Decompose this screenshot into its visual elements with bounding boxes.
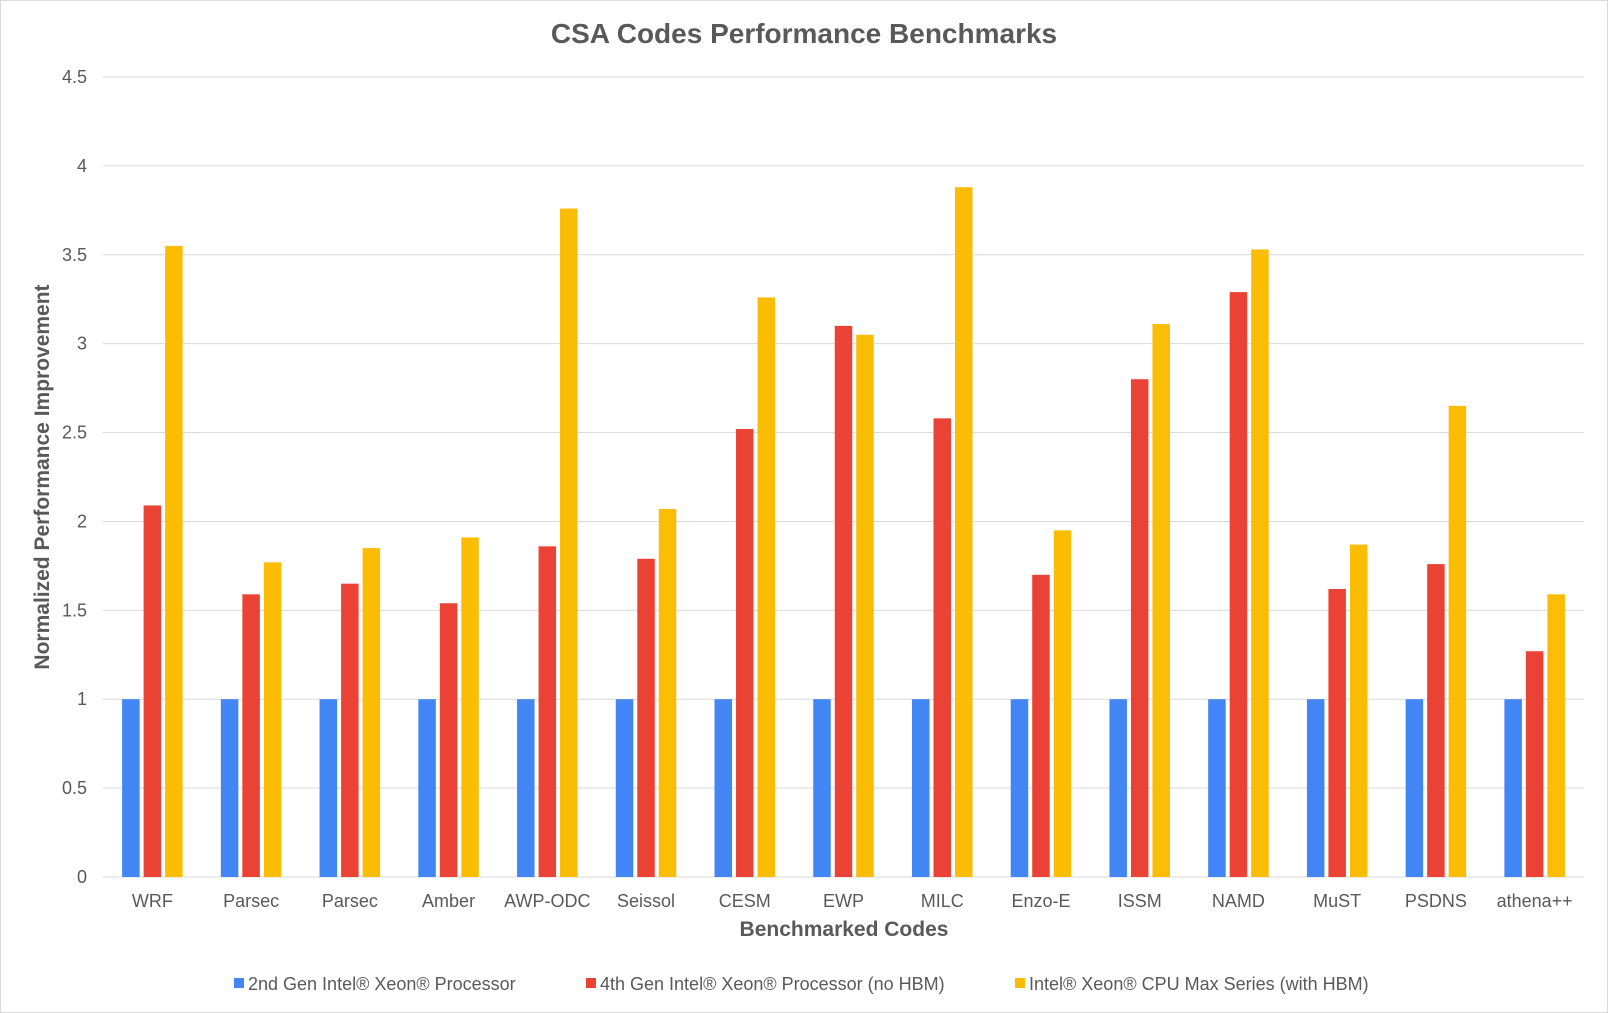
x-tick-label: athena++	[1497, 891, 1573, 911]
bar-1-2	[220, 699, 239, 877]
x-tick-label: MuST	[1313, 891, 1361, 911]
bar-3-6	[658, 509, 677, 877]
x-tick-label: Parsec	[223, 891, 279, 911]
bar-1-9	[911, 699, 930, 877]
bar-1-11	[1109, 699, 1127, 877]
bar-3-3	[362, 548, 381, 877]
bar-3-2	[263, 562, 282, 877]
bar-3-4	[461, 537, 479, 877]
bar-1-10	[1010, 699, 1029, 877]
bar-1-7	[714, 699, 733, 877]
x-axis-title: Benchmarked Codes	[740, 918, 949, 941]
bar-3-13	[1349, 544, 1368, 877]
bar-2-13	[1328, 589, 1346, 877]
bar-1-1	[122, 699, 140, 877]
legend-label: 2nd Gen Intel® Xeon® Processor	[248, 974, 516, 994]
bar-2-5	[538, 546, 557, 877]
y-tick-label: 4.5	[62, 67, 87, 87]
bar-2-1	[143, 505, 162, 877]
bar-1-8	[813, 699, 831, 877]
x-tick-label: EWP	[823, 891, 864, 911]
y-tick-label: 1	[77, 689, 87, 709]
bar-3-7	[757, 297, 776, 877]
bar-2-15	[1525, 651, 1544, 877]
x-axis-tick-labels: WRF Parsec Parsec Amber AWP-ODC Seissol CESM EW…	[132, 891, 1573, 911]
x-tick-label: Amber	[422, 891, 475, 911]
bars	[122, 187, 1565, 878]
legend-swatch	[234, 978, 244, 988]
bar-2-12	[1229, 292, 1248, 878]
bar-1-14	[1405, 699, 1424, 877]
legend-label: Intel® Xeon® CPU Max Series (with HBM)	[1029, 974, 1369, 994]
bar-3-15	[1547, 594, 1565, 877]
legend-label: 4th Gen Intel® Xeon® Processor (no HBM)	[600, 974, 945, 994]
y-tick-label: 1.5	[62, 600, 87, 620]
y-tick-label: 4	[77, 156, 87, 176]
y-tick-label: 3	[77, 334, 87, 354]
bar-2-2	[242, 594, 260, 877]
bar-1-15	[1504, 699, 1522, 877]
bar-1-4	[418, 699, 436, 877]
bar-2-4	[439, 603, 458, 877]
bar-3-14	[1448, 405, 1467, 877]
x-tick-label: PSDNS	[1405, 891, 1467, 911]
x-tick-label: Enzo-E	[1011, 891, 1070, 911]
bar-2-9	[933, 418, 951, 877]
x-tick-label: ISSM	[1118, 891, 1162, 911]
x-tick-label: AWP-ODC	[504, 891, 590, 911]
bar-3-9	[954, 187, 973, 877]
legend-swatch	[586, 978, 596, 988]
bar-1-3	[319, 699, 338, 877]
bar-2-11	[1130, 379, 1149, 877]
y-axis-title: Normalized Performance Improvement	[31, 284, 54, 669]
bar-1-5	[517, 699, 535, 877]
legend-swatch	[1015, 978, 1025, 988]
bar-3-1	[165, 245, 183, 877]
y-tick-label: 0.5	[62, 778, 87, 798]
y-tick-label: 3.5	[62, 245, 87, 265]
y-tick-label: 2	[77, 511, 87, 531]
bar-3-12	[1251, 249, 1269, 877]
bar-3-10	[1053, 530, 1072, 877]
x-tick-label: Parsec	[322, 891, 378, 911]
y-axis-tick-labels: 0 0.5 1 1.5 2 2.5 3 3.5 4 4.5	[62, 67, 87, 887]
x-tick-label: NAMD	[1212, 891, 1265, 911]
bar-2-10	[1032, 574, 1050, 877]
chart-title: CSA Codes Performance Benchmarks	[551, 18, 1057, 49]
legend: 2nd Gen Intel® Xeon® Processor 4th Gen In…	[234, 974, 1369, 994]
bar-1-12	[1208, 699, 1226, 877]
bar-3-5	[560, 208, 578, 878]
x-tick-label: Seissol	[617, 891, 675, 911]
bar-2-7	[736, 429, 754, 877]
bar-2-8	[834, 325, 853, 877]
bar-2-3	[341, 583, 359, 877]
bar-2-14	[1427, 564, 1445, 877]
bar-1-13	[1306, 699, 1325, 877]
bar-3-8	[856, 334, 874, 877]
x-tick-label: WRF	[132, 891, 173, 911]
bar-3-11	[1152, 324, 1170, 878]
y-tick-label: 2.5	[62, 423, 87, 443]
y-tick-label: 0	[77, 867, 87, 887]
x-tick-label: MILC	[921, 891, 964, 911]
bar-2-6	[637, 558, 655, 877]
bar-1-6	[615, 699, 634, 877]
x-tick-label: CESM	[719, 891, 771, 911]
